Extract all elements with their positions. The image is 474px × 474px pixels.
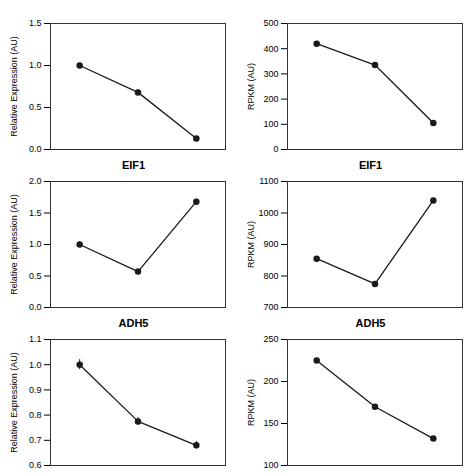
svg-text:300: 300 [263,69,278,79]
svg-text:250: 250 [263,334,278,344]
svg-text:Relative Expression (AU): Relative Expression (AU) [9,36,19,137]
svg-text:0.0: 0.0 [29,144,42,154]
svg-text:0.6: 0.6 [29,460,42,470]
svg-text:200: 200 [263,94,278,104]
svg-text:0.5: 0.5 [29,102,42,112]
svg-text:200: 200 [263,376,278,386]
svg-text:0.0: 0.0 [29,302,42,312]
svg-text:900: 900 [263,239,278,249]
svg-text:1100: 1100 [259,176,278,186]
svg-text:2.0: 2.0 [29,176,42,186]
svg-text:500: 500 [263,18,278,28]
svg-text:1.5: 1.5 [29,18,42,28]
svg-text:Relative Expression (AU): Relative Expression (AU) [9,352,19,453]
svg-text:700: 700 [263,302,278,312]
html-text:EIF1: EIF1 [358,159,383,171]
html-text:ADH5: ADH5 [355,317,386,329]
svg-text:0.9: 0.9 [29,385,42,395]
html-text:ADH5: ADH5 [118,317,149,329]
svg-text:1.0: 1.0 [29,360,42,370]
svg-text:0.5: 0.5 [29,271,42,281]
svg-text:100: 100 [263,460,278,470]
svg-text:0.7: 0.7 [29,435,42,445]
svg-text:150: 150 [263,418,278,428]
svg-text:1.1: 1.1 [29,334,42,344]
svg-text:800: 800 [263,271,278,281]
svg-text:1.5: 1.5 [29,208,42,218]
svg-text:1.0: 1.0 [29,239,42,249]
svg-text:1.0: 1.0 [29,60,42,70]
html-text:EIF1: EIF1 [121,159,146,171]
svg-text:400: 400 [263,44,278,54]
svg-text:0: 0 [273,144,278,154]
svg-text:100: 100 [263,119,278,129]
svg-text:1000: 1000 [258,208,278,218]
svg-text:RPKM (AU): RPKM (AU) [246,221,256,268]
svg-text:Relative Expression (AU): Relative Expression (AU) [9,194,19,295]
svg-text:0.8: 0.8 [29,410,42,420]
svg-text:RPKM (AU): RPKM (AU) [246,63,256,110]
svg-text:RPKM (AU): RPKM (AU) [246,379,256,426]
